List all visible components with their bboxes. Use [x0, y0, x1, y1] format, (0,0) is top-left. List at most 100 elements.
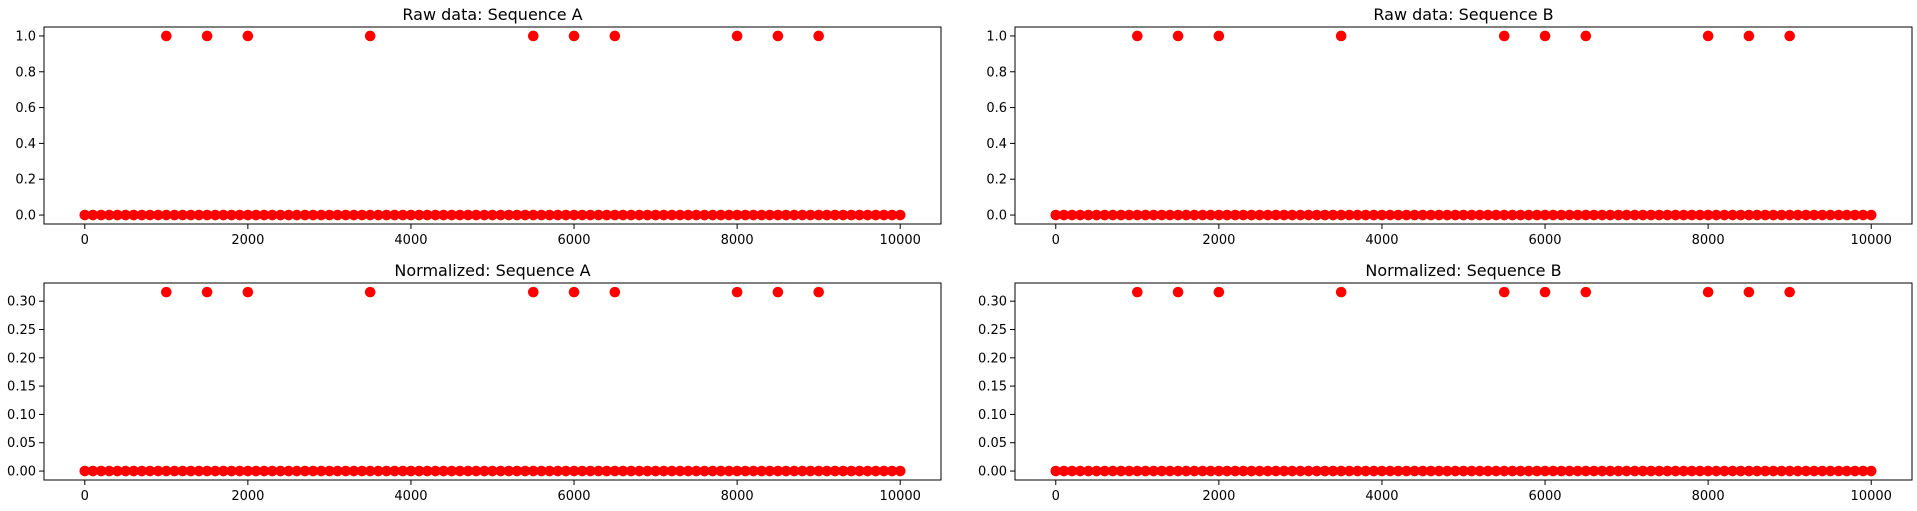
data-point: [373, 465, 384, 477]
y-tick-label: 0.30: [7, 295, 36, 310]
data-point: [1107, 465, 1119, 477]
data-point: [1058, 465, 1070, 477]
y-tick-label: 0.25: [7, 323, 36, 338]
data-point: [527, 30, 539, 42]
data-point: [1596, 465, 1608, 477]
data-point: [1384, 465, 1396, 477]
data-point: [723, 209, 735, 221]
data-point: [1286, 465, 1298, 477]
data-point: [536, 465, 547, 477]
data-point: [1254, 465, 1265, 477]
data-point: [1066, 465, 1078, 477]
data-point: [438, 465, 449, 477]
data-point: [1841, 209, 1853, 221]
data-point: [152, 209, 164, 221]
data-point: [1833, 209, 1844, 221]
data-point: [846, 465, 857, 477]
data-point: [1091, 465, 1102, 477]
data-point: [772, 465, 784, 477]
data-point: [585, 465, 596, 477]
y-tick-label: 0.8: [15, 65, 36, 80]
data-point: [1458, 465, 1469, 477]
data-point: [120, 465, 131, 477]
subplot-raw-a: Raw data: Sequence A 0 2000 4000 6000 8000 10…: [15, 5, 942, 248]
data-point: [1099, 209, 1110, 221]
data-point: [829, 209, 841, 221]
x-tick-label: 2000: [231, 489, 264, 504]
data-point: [201, 30, 213, 42]
data-point: [381, 465, 392, 477]
data-point: [226, 209, 237, 221]
data-point: [1450, 465, 1461, 477]
data-point: [218, 465, 229, 477]
data-point: [1604, 465, 1616, 477]
data-point: [1172, 286, 1184, 298]
data-point: [666, 209, 678, 221]
data-point: [1164, 209, 1176, 221]
data-point: [544, 209, 555, 221]
data-point: [756, 465, 767, 477]
data-point: [1564, 209, 1575, 221]
data-point: [1865, 465, 1877, 477]
data-point: [1596, 209, 1608, 221]
data-point: [894, 209, 906, 221]
data-point: [95, 465, 107, 477]
data-point: [658, 465, 670, 477]
data-point: [617, 465, 629, 477]
data-point: [1768, 209, 1779, 221]
data-point: [405, 209, 417, 221]
data-point: [193, 209, 205, 221]
data-point: [144, 465, 156, 477]
data-point: [1409, 465, 1420, 477]
x-tick-label: 10000: [1851, 489, 1892, 504]
data-point: [389, 209, 400, 221]
data-point: [1857, 465, 1869, 477]
data-point: [1132, 209, 1143, 221]
data-point: [1531, 209, 1543, 221]
data-point: [112, 465, 123, 477]
data-point: [1800, 465, 1812, 477]
data-point: [609, 286, 621, 298]
data-point: [568, 30, 580, 42]
x-tick-label: 2000: [1202, 233, 1235, 248]
data-point: [1580, 286, 1592, 298]
data-point: [1735, 465, 1747, 477]
data-point: [862, 209, 873, 221]
data-point: [1254, 209, 1265, 221]
data-point: [1784, 30, 1795, 42]
data-point: [291, 465, 303, 477]
data-point: [682, 465, 694, 477]
data-point: [1409, 209, 1420, 221]
data-point: [568, 465, 580, 477]
data-point: [177, 465, 188, 477]
data-point: [1808, 209, 1820, 221]
data-point: [878, 465, 890, 477]
data-point: [1645, 465, 1657, 477]
data-point: [258, 209, 270, 221]
data-point: [1368, 465, 1380, 477]
data-point: [1189, 209, 1200, 221]
data-point: [1417, 209, 1429, 221]
data-point: [1759, 209, 1771, 221]
data-point: [185, 465, 197, 477]
data-point: [299, 465, 311, 477]
data-point: [1311, 465, 1323, 477]
data-point: [226, 465, 237, 477]
data-point: [103, 209, 115, 221]
data-point: [430, 465, 441, 477]
data-point: [772, 209, 784, 221]
data-point: [381, 209, 392, 221]
data-point: [332, 465, 343, 477]
data-point: [1099, 465, 1110, 477]
data-point: [1148, 209, 1159, 221]
data-point: [1352, 209, 1363, 221]
data-point: [1074, 465, 1086, 477]
data-point: [1058, 209, 1070, 221]
data-point: [731, 286, 743, 298]
data-point: [1148, 465, 1159, 477]
data-point: [169, 465, 180, 477]
data-point: [1417, 465, 1429, 477]
y-tick-label: 0.6: [986, 101, 1007, 116]
data-point: [854, 209, 865, 221]
